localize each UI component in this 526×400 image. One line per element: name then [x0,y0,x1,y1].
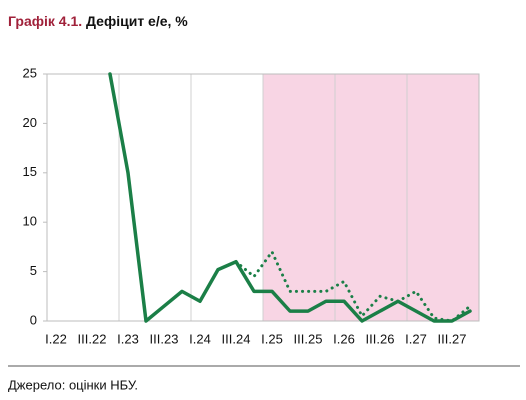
y-tick-label: 5 [30,263,37,278]
x-tick-label: I.23 [117,331,139,346]
chart-title: Графік 4.1. Дефіцит е/е, % [8,13,188,29]
y-tick-label: 0 [30,312,37,327]
x-tick-label: I.27 [405,331,427,346]
series-line [234,250,472,323]
x-tick-label: I.24 [189,331,211,346]
x-tick-label: III.24 [222,331,251,346]
x-tick-label: III.23 [150,331,179,346]
title-prefix: Графік 4.1. [8,13,82,29]
x-tick-label: III.26 [366,331,395,346]
series-line [108,72,472,323]
x-tick-label: I.25 [261,331,283,346]
forecast-shade [263,74,479,321]
title-text: Дефіцит е/е, % [86,13,188,29]
x-tick-label: III.25 [294,331,323,346]
y-tick-label: 10 [23,214,37,229]
source-note: Джерело: оцінки НБУ. [8,377,138,392]
x-tick-label: III.22 [78,331,107,346]
x-tick-label: I.22 [45,331,67,346]
x-tick-label: III.27 [438,331,467,346]
plot-frame [46,73,480,322]
y-tick-label: 20 [23,115,37,130]
x-tick-label: I.26 [333,331,355,346]
y-tick-label: 15 [23,164,37,179]
y-tick-label: 25 [23,65,37,80]
